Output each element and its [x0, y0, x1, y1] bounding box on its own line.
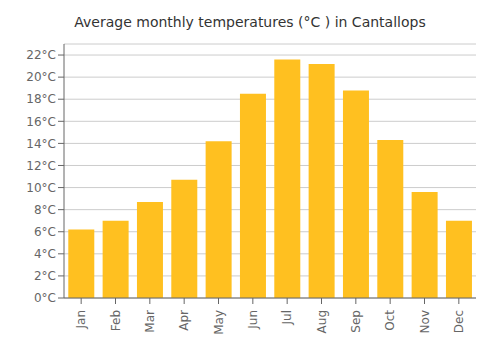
svg-text:Mar: Mar: [143, 310, 157, 333]
svg-text:6°C: 6°C: [34, 225, 56, 239]
svg-text:14°C: 14°C: [26, 137, 56, 151]
svg-text:0°C: 0°C: [34, 291, 56, 305]
svg-text:Jan: Jan: [74, 310, 88, 330]
svg-text:18°C: 18°C: [26, 92, 56, 106]
svg-text:10°C: 10°C: [26, 181, 56, 195]
svg-text:16°C: 16°C: [26, 115, 56, 129]
svg-text:Apr: Apr: [177, 310, 191, 331]
html-text:Average monthly temperatures (: Average monthly temperatures (°C ) in Ca…: [74, 14, 426, 30]
svg-text:Feb: Feb: [109, 310, 123, 331]
svg-text:20°C: 20°C: [26, 70, 56, 84]
svg-text:Nov: Nov: [418, 310, 432, 333]
svg-text:Oct: Oct: [383, 310, 397, 331]
svg-text:4°C: 4°C: [34, 247, 56, 261]
svg-text:Sep: Sep: [349, 310, 363, 333]
svg-text:May: May: [212, 310, 226, 335]
svg-text:22°C: 22°C: [26, 48, 56, 62]
svg-text:2°C: 2°C: [34, 269, 56, 283]
svg-text:Aug: Aug: [315, 310, 329, 333]
svg-text:12°C: 12°C: [26, 159, 56, 173]
svg-text:Jul: Jul: [280, 310, 294, 325]
svg-text:Dec: Dec: [452, 310, 466, 333]
svg-text:8°C: 8°C: [34, 203, 56, 217]
svg-text:Jun: Jun: [246, 310, 260, 330]
